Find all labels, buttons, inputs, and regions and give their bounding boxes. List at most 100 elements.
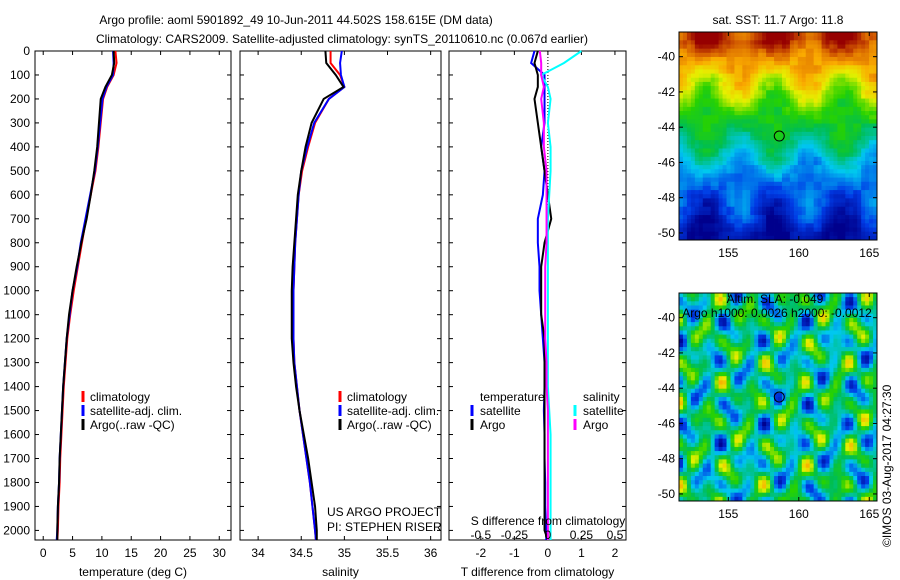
heatmap-cell xyxy=(730,442,735,448)
heatmap-cell xyxy=(742,372,747,377)
heatmap-cell xyxy=(698,160,704,166)
heatmap-cell xyxy=(809,148,815,154)
heatmap-cell xyxy=(730,56,735,62)
heatmap-cell xyxy=(857,115,862,120)
heatmap-cell xyxy=(734,330,739,335)
heatmap-cell xyxy=(865,61,870,66)
heatmap-cell xyxy=(849,44,854,50)
heatmap-cell xyxy=(770,330,775,335)
heatmap-cell xyxy=(869,401,874,406)
heatmap-cell xyxy=(801,165,807,170)
heatmap-cell xyxy=(813,185,818,191)
heatmap-cell xyxy=(758,98,763,104)
heatmap-cell xyxy=(738,165,743,170)
heatmap-cell xyxy=(869,372,874,377)
heatmap-cell xyxy=(682,69,688,74)
heatmap-cell xyxy=(825,156,830,162)
heatmap-cell xyxy=(714,301,719,306)
heatmap-cell xyxy=(849,111,854,116)
heatmap-cell xyxy=(702,123,708,129)
heatmap-cell xyxy=(750,376,755,381)
heatmap-cell xyxy=(750,160,755,166)
heatmap-cell xyxy=(805,173,811,178)
heatmap-cell xyxy=(789,409,795,415)
heatmap-cell xyxy=(742,169,747,174)
heatmap-cell xyxy=(682,81,688,87)
heatmap-cell xyxy=(873,451,878,456)
heatmap-cell xyxy=(686,77,692,83)
heatmap-cell xyxy=(778,52,783,58)
heatmap-cell xyxy=(781,36,787,41)
heatmap-cell xyxy=(734,338,739,344)
heatmap-cell xyxy=(869,94,874,99)
heatmap-cell xyxy=(793,334,799,340)
heatmap-cell xyxy=(845,36,850,41)
heatmap-cell xyxy=(774,293,779,298)
heatmap-cell xyxy=(785,372,791,377)
heatmap-cell xyxy=(710,330,716,335)
heatmap-cell xyxy=(702,455,708,460)
heatmap-cell xyxy=(873,471,878,477)
heatmap-cell xyxy=(766,86,771,91)
heatmap-cell xyxy=(805,210,811,216)
heatmap-cell xyxy=(778,392,783,398)
heatmap-cell xyxy=(801,405,807,410)
heatmap-cell xyxy=(770,61,775,66)
heatmap-cell xyxy=(833,65,838,70)
heatmap-cell xyxy=(718,313,723,319)
heatmap-cell xyxy=(682,36,688,41)
heatmap-cell xyxy=(778,210,783,216)
heatmap-cell xyxy=(833,451,838,456)
x-tick-label: -1 xyxy=(509,546,520,560)
heatmap-cell xyxy=(813,442,818,448)
heatmap-cell xyxy=(754,36,759,41)
heatmap-cell xyxy=(789,388,795,394)
heatmap-cell xyxy=(833,152,838,158)
heatmap-cell xyxy=(738,372,743,377)
heatmap-cell xyxy=(730,446,735,452)
heatmap-cell xyxy=(805,202,811,208)
heatmap-cell xyxy=(865,210,870,216)
heatmap-cell xyxy=(873,181,878,187)
heatmap-cell xyxy=(829,219,834,224)
heatmap-cell xyxy=(801,338,807,344)
heatmap-cell xyxy=(785,215,791,220)
heatmap-cell xyxy=(679,169,684,174)
heatmap-cell xyxy=(702,392,708,398)
heatmap-cell xyxy=(758,305,763,311)
heatmap-cell xyxy=(849,426,854,431)
heatmap-cell xyxy=(813,438,818,444)
heatmap-cell xyxy=(829,194,834,199)
heatmap-cell xyxy=(738,227,743,233)
heatmap-cell xyxy=(813,111,818,116)
heatmap-cell xyxy=(793,127,799,133)
heatmap-cell xyxy=(801,342,807,348)
heatmap-cell xyxy=(797,111,803,116)
heatmap-cell xyxy=(690,202,696,208)
heatmap-cell xyxy=(754,421,759,427)
heatmap-cell xyxy=(793,190,799,195)
heatmap-cell xyxy=(698,313,704,319)
heatmap-cell xyxy=(813,119,818,124)
heatmap-cell xyxy=(833,86,838,91)
heatmap-cell xyxy=(686,451,692,456)
heatmap-cell xyxy=(758,181,763,187)
heatmap-cell xyxy=(865,177,870,183)
heatmap-cell xyxy=(781,297,787,302)
heatmap-cell xyxy=(758,421,763,427)
heatmap-cell xyxy=(738,210,743,216)
heatmap-cell xyxy=(813,215,818,220)
heatmap-cell xyxy=(813,77,818,83)
heatmap-cell xyxy=(825,330,830,335)
heatmap-cell xyxy=(750,81,755,87)
heatmap-cell xyxy=(793,156,799,162)
heatmap-cell xyxy=(809,372,815,377)
heatmap-cell xyxy=(738,90,743,95)
heatmap-cell xyxy=(738,36,743,41)
heatmap-cell xyxy=(690,98,696,104)
heatmap-cell xyxy=(841,235,846,241)
heatmap-cell xyxy=(845,185,850,191)
heatmap-cell xyxy=(686,351,692,356)
heatmap-cell xyxy=(873,119,878,124)
heatmap-cell xyxy=(785,413,791,419)
